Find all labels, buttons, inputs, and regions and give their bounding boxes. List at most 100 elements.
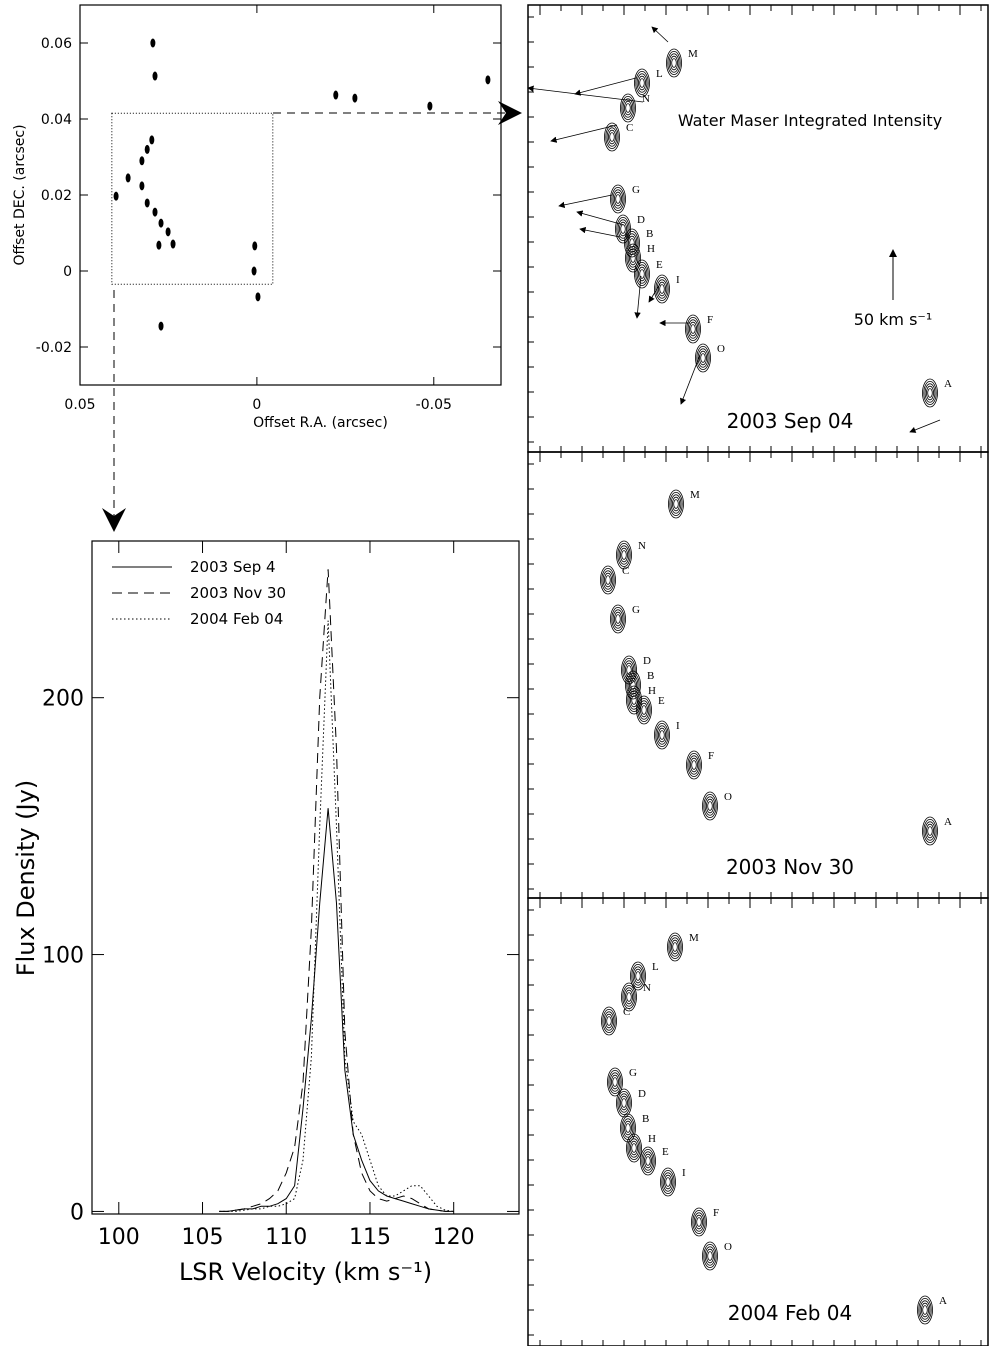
panel	[527, 451, 989, 899]
x-tick-label: 105	[182, 1225, 224, 1250]
contour	[603, 1011, 615, 1031]
contour	[638, 266, 647, 282]
contour	[627, 248, 639, 268]
y-tick-label: 0	[63, 264, 72, 280]
contour	[629, 250, 638, 266]
maser-spot	[158, 218, 164, 228]
feature-label: N	[643, 982, 651, 994]
contour	[659, 284, 665, 294]
contour	[687, 319, 699, 339]
contour	[609, 132, 615, 142]
feature-label: G	[632, 604, 640, 616]
contour	[627, 1136, 641, 1161]
feature-label: B	[646, 228, 653, 240]
contour	[604, 572, 613, 588]
contour	[922, 816, 938, 846]
contour	[638, 75, 647, 91]
contour	[670, 494, 682, 514]
x-tick-label: -0.05	[416, 397, 452, 413]
contour	[622, 98, 634, 118]
contour	[624, 1120, 633, 1136]
contour	[631, 964, 645, 989]
contour	[695, 343, 711, 373]
contour	[625, 230, 639, 255]
contour	[614, 611, 623, 627]
frame	[79, 4, 502, 386]
velocity-arrow	[909, 419, 941, 433]
contour	[629, 238, 635, 248]
panel	[527, 897, 989, 1346]
epoch-label: 2004 Feb 04	[728, 1301, 852, 1325]
scale-label: 50 km s⁻¹	[854, 310, 933, 329]
contour	[620, 224, 626, 234]
contour	[690, 324, 696, 334]
contour	[610, 184, 626, 214]
contour	[671, 939, 680, 955]
feature-label: B	[642, 1113, 649, 1125]
feature-label: G	[632, 184, 640, 196]
x-tick-label: 110	[265, 1225, 307, 1250]
contour	[922, 1305, 928, 1315]
contour	[601, 1006, 617, 1036]
contour	[612, 189, 624, 209]
contour	[927, 388, 933, 398]
contour	[704, 796, 716, 816]
legend-label: 2004 Feb 04	[190, 610, 283, 628]
contour	[625, 243, 641, 273]
frame	[91, 540, 520, 1215]
legend-label: 2003 Sep 4	[190, 558, 276, 576]
contour	[631, 1143, 637, 1153]
y-tick-label: 0	[70, 1200, 84, 1225]
feature-label: H	[648, 1133, 656, 1145]
contour	[625, 103, 631, 113]
contour	[602, 570, 614, 590]
contour	[635, 971, 641, 981]
contour	[695, 1214, 704, 1230]
contour	[630, 1140, 639, 1156]
contour	[636, 73, 648, 93]
maser-spot	[485, 75, 491, 85]
velocity-arrow	[634, 275, 642, 319]
velocity-arrow	[574, 77, 637, 96]
maser-spot	[255, 292, 261, 302]
contour	[672, 942, 678, 952]
contour	[700, 353, 706, 363]
feature-label: N	[642, 93, 650, 105]
feature-label: E	[662, 1146, 669, 1158]
contour	[621, 1116, 635, 1141]
contour	[615, 194, 621, 204]
contour	[622, 1118, 634, 1138]
contour	[696, 345, 710, 370]
contour	[670, 55, 679, 71]
panel-title: Water Maser Integrated Intensity	[678, 111, 942, 130]
contour	[617, 219, 629, 239]
contour	[626, 673, 640, 698]
feature-label: O	[724, 791, 732, 803]
contour	[626, 233, 638, 253]
velocity-arrow	[651, 26, 669, 43]
x-axis-label: LSR Velocity (km s⁻¹)	[179, 1258, 432, 1286]
contour	[926, 823, 935, 839]
feature-label: C	[623, 1006, 630, 1018]
contour	[639, 269, 645, 279]
maser-spot	[144, 198, 150, 208]
contour	[606, 127, 618, 147]
contour	[624, 228, 640, 258]
feature-label: F	[707, 314, 713, 326]
x-tick-label: 0.05	[64, 397, 95, 413]
maser-spot	[125, 173, 131, 183]
legend-label: 2003 Nov 30	[190, 584, 286, 602]
contour	[699, 350, 708, 366]
contour	[621, 550, 627, 560]
velocity-arrow	[648, 283, 661, 303]
contour	[706, 798, 715, 814]
contour	[640, 702, 649, 718]
contour	[626, 992, 632, 1002]
contour	[660, 1167, 676, 1197]
feature-label: I	[676, 274, 680, 286]
contour	[707, 1251, 713, 1261]
series-line	[219, 808, 454, 1212]
y-tick-label: 0.02	[41, 188, 72, 204]
contour	[668, 935, 682, 960]
feature-label: H	[647, 243, 655, 255]
